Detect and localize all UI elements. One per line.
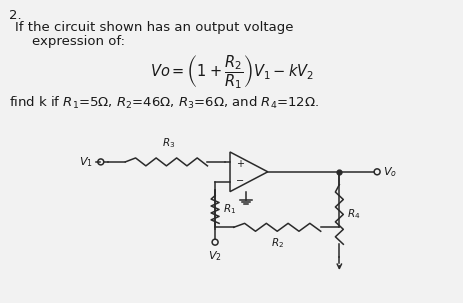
Text: $R_2$: $R_2$ <box>271 236 284 250</box>
Text: 2.: 2. <box>9 9 22 22</box>
Text: find k if $R_1$=5$\Omega$, $R_2$=46$\Omega$, $R_3$=6$\Omega$, and $R_4$=12$\Omeg: find k if $R_1$=5$\Omega$, $R_2$=46$\Ome… <box>9 95 319 111</box>
Text: $R_3$: $R_3$ <box>162 136 175 150</box>
Text: $R_4$: $R_4$ <box>347 208 361 221</box>
Text: $V_1$: $V_1$ <box>79 155 93 169</box>
Text: If the circuit shown has an output voltage: If the circuit shown has an output volta… <box>15 21 294 34</box>
Text: −: − <box>236 176 244 186</box>
Text: $R_1$: $R_1$ <box>223 203 236 216</box>
Text: +: + <box>236 159 244 169</box>
Text: $V_2$: $V_2$ <box>208 249 222 263</box>
Text: $Vo = \left(1 + \dfrac{R_2}{R_1}\right)V_1 - kV_2$: $Vo = \left(1 + \dfrac{R_2}{R_1}\right)V… <box>150 53 314 91</box>
Text: $V_o$: $V_o$ <box>383 165 397 179</box>
Text: expression of:: expression of: <box>15 35 125 48</box>
